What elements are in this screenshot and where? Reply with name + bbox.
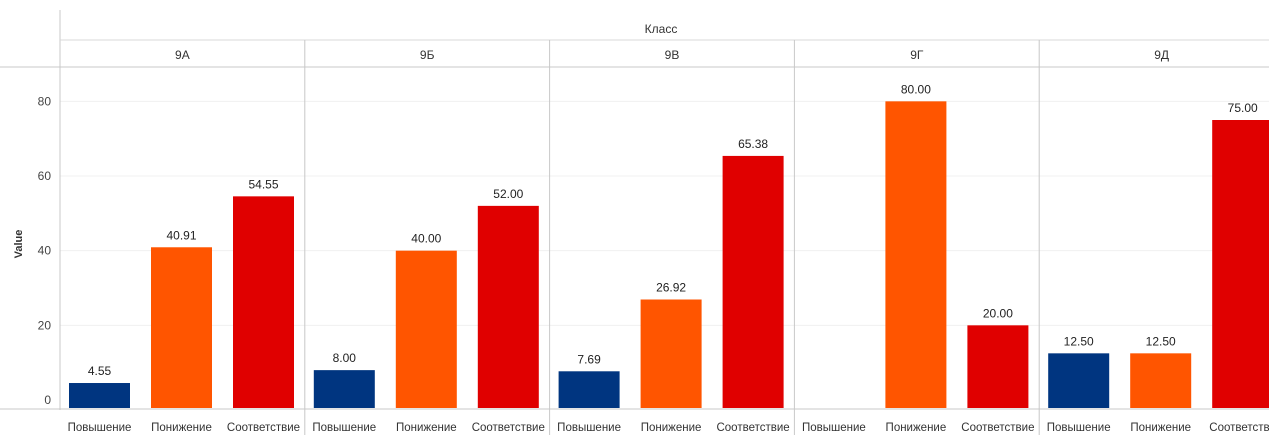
x-axis: Повышение Понижение Соответствие Повышение П… [68,422,1269,434]
panel-dividers [0,10,1269,435]
bar [395,250,457,408]
group-header-label: 9В [665,48,680,62]
bar-value-label: 7.69 [577,352,601,366]
y-axis-label: Value [13,230,25,259]
x-tick-label: Повышение [1047,422,1111,434]
group-header-label: 9Д [1154,48,1169,62]
bar-value-label: 65.38 [738,137,768,151]
x-tick-label: Повышение [68,422,132,434]
x-tick-label: Соответствие [961,422,1034,434]
bar [1212,120,1269,408]
x-tick-label: Соответстви [1209,422,1269,434]
data-labels: 4.55 40.91 54.55 8.00 40.00 52.00 7.69 26.92 65.… [88,82,1258,378]
group-header-label: 9Г [910,48,924,62]
bar-value-label: 12.50 [1064,334,1094,348]
y-tick-label: 80 [38,94,52,108]
x-tick-label: Соответствие [716,422,789,434]
x-tick-label: Повышение [802,422,866,434]
bar [558,371,620,408]
x-tick-label: Понижение [1130,422,1191,434]
group-header-label: 9Б [420,48,435,62]
bar-value-label: 75.00 [1228,101,1258,115]
x-tick-label: Соответствие [227,422,300,434]
bar-value-label: 8.00 [333,351,357,365]
bar [151,247,212,408]
bar-value-label: 26.92 [656,280,686,294]
group-header-label: 9А [175,48,190,62]
y-tick-label: 0 [44,393,51,407]
bar [967,325,1029,408]
bar [233,196,294,408]
y-tick-label: 60 [38,169,52,183]
x-tick-label: Понижение [396,422,457,434]
bar-value-label: 80.00 [901,82,931,96]
bar-value-label: 52.00 [493,187,523,201]
bar [722,155,784,408]
bar-value-label: 4.55 [88,364,112,378]
bar [1048,353,1110,408]
y-axis: 0 20 40 60 80 [38,94,52,407]
x-tick-label: Повышение [312,422,376,434]
bar [885,101,947,408]
column-header: Класс 9А 9Б 9В 9Г 9Д [175,22,1169,62]
x-tick-label: Соответствие [472,422,545,434]
bar-value-label: 40.91 [166,228,196,242]
y-tick-label: 20 [38,318,52,332]
x-tick-label: Понижение [151,422,212,434]
chart-title: Класс [645,22,678,36]
bar [1130,353,1192,408]
y-tick-label: 40 [38,244,52,258]
bar [69,383,130,408]
bar [313,370,375,408]
bar-value-label: 54.55 [248,177,278,191]
x-tick-label: Понижение [886,422,947,434]
x-tick-label: Понижение [641,422,702,434]
bar-value-label: 20.00 [983,306,1013,320]
bar-value-label: 12.50 [1146,334,1176,348]
bar [640,299,702,408]
bars [69,101,1269,408]
bar-value-label: 40.00 [411,232,441,246]
x-tick-label: Повышение [557,422,621,434]
bar [477,205,539,408]
